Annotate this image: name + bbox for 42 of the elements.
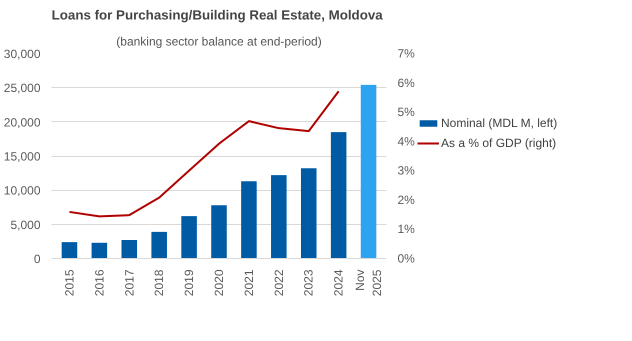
y2-tick-label: 1% — [398, 222, 416, 236]
x-tick-label: 2019 — [182, 269, 196, 296]
x-tick-label: 2022 — [272, 269, 286, 296]
legend-label: Nominal (MDL M, left) — [441, 116, 558, 130]
bar — [151, 232, 167, 258]
bar — [121, 240, 138, 258]
bar — [330, 132, 346, 258]
bar — [92, 242, 108, 258]
y-tick-label: 15,000 — [4, 150, 41, 164]
y2-tick-label: 3% — [398, 164, 416, 178]
y-tick-label: 20,000 — [4, 115, 41, 130]
x-tick-label: Nov 2025 — [353, 269, 384, 296]
bar — [181, 216, 197, 258]
x-tick-label: 2017 — [122, 269, 136, 296]
chart-title: Loans for Purchasing/Building Real Estate, Moldova — [52, 8, 384, 22]
y2-tick-label: 4% — [398, 134, 416, 148]
x-tick-label: 2020 — [212, 269, 226, 296]
y-tick-label: 30,000 — [4, 47, 41, 61]
x-tick-label: 2021 — [242, 269, 256, 296]
y-tick-label: 0 — [34, 252, 41, 266]
chart-subtitle: (banking sector balance at end-period) — [116, 34, 322, 48]
y-tick-label: 5,000 — [10, 218, 41, 232]
x-tick-label: 2015 — [62, 269, 76, 296]
x-tick-label: 2024 — [332, 269, 346, 296]
y2-tick-label: 5% — [398, 105, 416, 120]
line-series — [68, 90, 340, 218]
y-tick-label: 25,000 — [4, 81, 41, 96]
y2-tick-label: 0% — [398, 252, 416, 266]
x-tick-label: 2023 — [302, 269, 316, 296]
legend-label: As a % of GDP (right) — [441, 136, 556, 150]
bar — [360, 84, 376, 258]
bar — [211, 205, 227, 258]
bar — [300, 168, 317, 258]
x-tick-label: 2016 — [92, 269, 106, 296]
y2-tick-label: 2% — [398, 192, 416, 207]
y-tick-label: 10,000 — [4, 184, 41, 198]
x-tick-label: 2018 — [152, 269, 166, 296]
bar — [271, 175, 287, 258]
bar — [62, 242, 78, 258]
bar — [241, 181, 257, 258]
y2-tick-label: 7% — [398, 46, 416, 60]
y2-tick-label: 6% — [398, 76, 416, 90]
